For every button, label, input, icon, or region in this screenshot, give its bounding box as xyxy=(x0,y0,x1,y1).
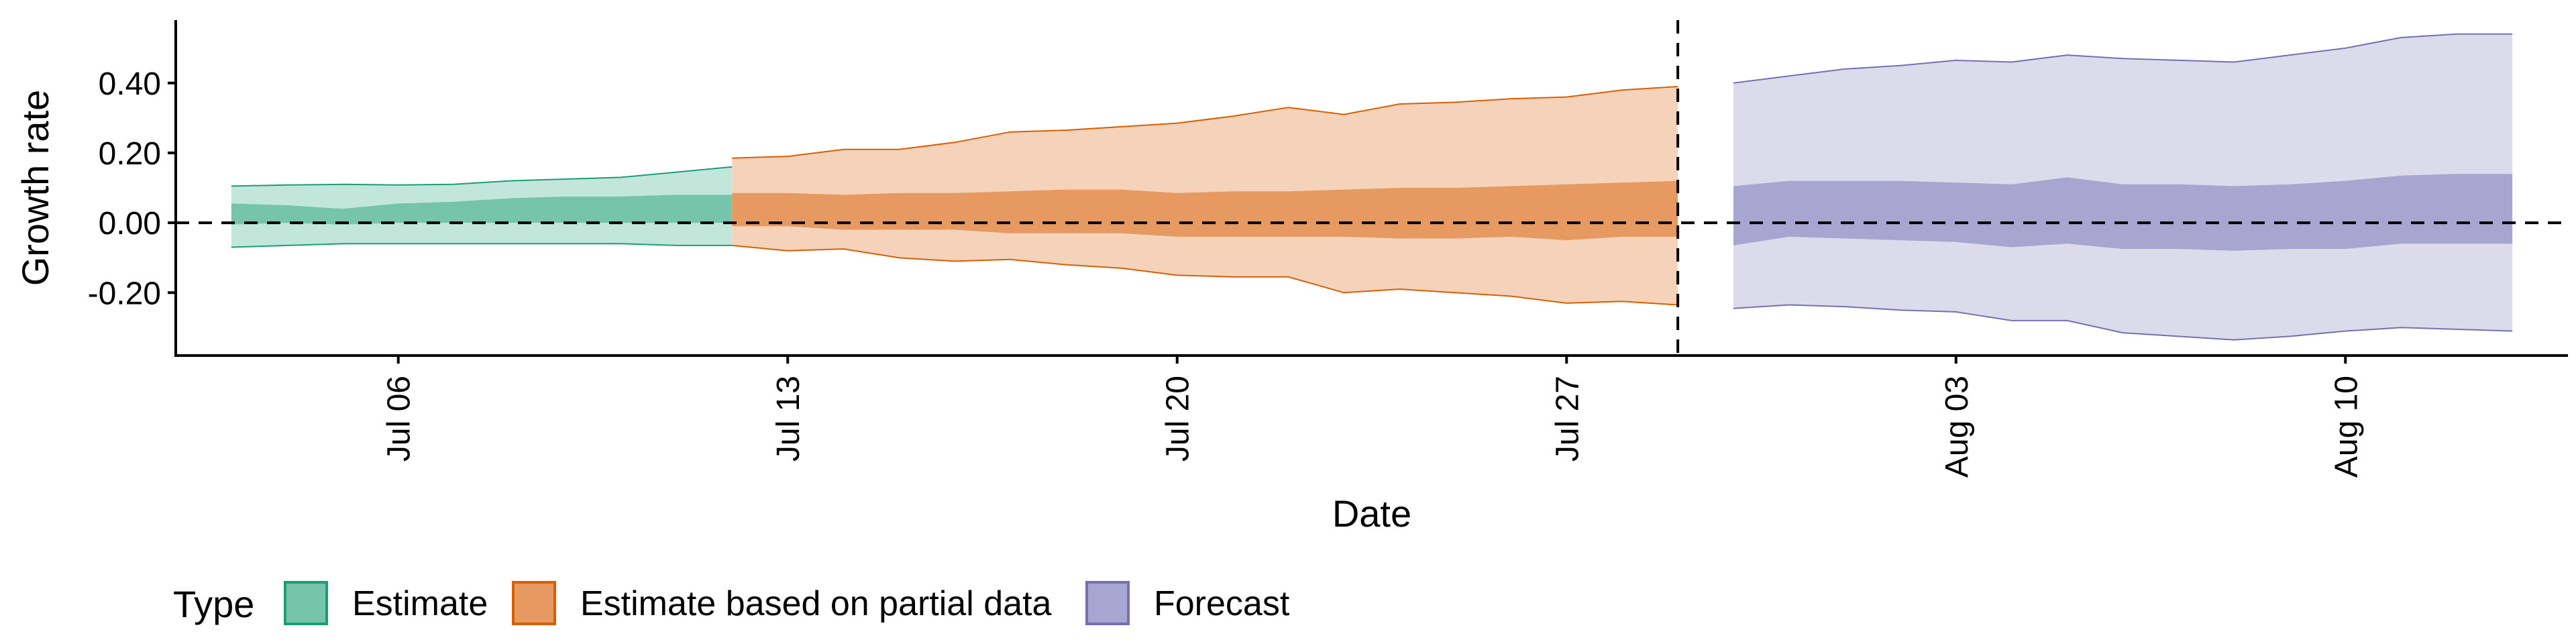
band-outer-lower-edge-estimate xyxy=(231,243,733,248)
x-axis-title: Date xyxy=(1332,492,1411,535)
y-axis-title: Growth rate xyxy=(14,90,56,286)
legend-swatch-estimate xyxy=(284,581,328,625)
band-inner-estimate-based-on-partial-data xyxy=(732,180,1678,241)
ribbon-layer xyxy=(231,33,2513,341)
legend-swatch-forecast xyxy=(1085,581,1130,625)
legend-items: Estimate Estimate based on partial data Fo… xyxy=(284,581,1290,625)
x-tick-label: Jul 20 xyxy=(1161,376,1196,462)
y-tick-label: 0.00 xyxy=(99,206,161,241)
legend-label-forecast: Forecast xyxy=(1154,584,1290,623)
band-inner-forecast xyxy=(1733,174,2513,251)
series-estimate-based-on-partial-data xyxy=(732,86,1678,306)
axes-layer xyxy=(174,20,2568,357)
band-inner-estimate xyxy=(231,195,733,225)
y-tick-label: 0.40 xyxy=(99,66,161,102)
x-axis-ticks: Jul 06 Jul 13 Jul 20 Jul 27 Aug 03 Aug 10 xyxy=(382,356,2364,478)
band-outer-upper-edge-forecast xyxy=(1733,33,2513,84)
x-tick-label: Aug 03 xyxy=(1939,376,1975,478)
x-tick-label: Jul 13 xyxy=(771,376,806,462)
x-tick-label: Aug 10 xyxy=(2328,376,2364,478)
band-outer-lower-edge-forecast xyxy=(1733,304,2513,341)
y-tick-label: 0.20 xyxy=(99,136,161,172)
legend-label-estimate: Estimate xyxy=(352,584,488,623)
reference-lines xyxy=(176,20,2568,356)
legend: Type Estimate Estimate based on partial d… xyxy=(173,581,1290,625)
band-outer-upper-edge-estimate-based-on-partial-data xyxy=(732,86,1678,159)
band-outer-lower-edge-estimate-based-on-partial-data xyxy=(732,244,1678,306)
legend-label-estimate-based-on-partial-data: Estimate based on partial data xyxy=(580,584,1052,623)
x-tick-label: Jul 27 xyxy=(1550,376,1585,462)
legend-title: Type xyxy=(173,583,254,625)
series-forecast xyxy=(1733,33,2513,341)
band-outer-upper-edge-estimate xyxy=(231,166,733,187)
y-axis-ticks: -0.20 0.00 0.20 0.40 xyxy=(88,66,176,311)
legend-swatch-estimate-based-on-partial-data xyxy=(512,581,556,625)
x-tick-label: Jul 06 xyxy=(382,376,417,462)
y-tick-label: -0.20 xyxy=(88,276,161,311)
series-estimate xyxy=(231,166,733,248)
